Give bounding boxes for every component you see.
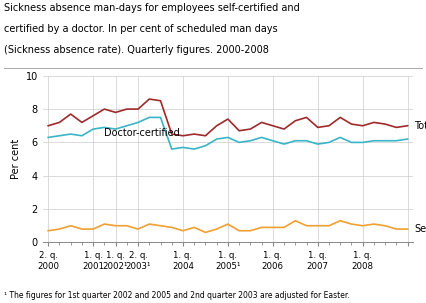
Text: ¹ The figures for 1st quarter 2002 and 2005 and 2nd quarter 2003 are adjusted fo: ¹ The figures for 1st quarter 2002 and 2… — [4, 291, 350, 300]
Y-axis label: Per cent: Per cent — [12, 139, 21, 179]
Text: Doctor-certified: Doctor-certified — [104, 128, 180, 138]
Text: Self-certified: Self-certified — [414, 224, 426, 234]
Text: certified by a doctor. In per cent of scheduled man days: certified by a doctor. In per cent of sc… — [4, 24, 278, 34]
Text: Sickness absence man-days for employees self-certified and: Sickness absence man-days for employees … — [4, 3, 300, 13]
Text: (Sickness absence rate). Quarterly figures. 2000-2008: (Sickness absence rate). Quarterly figur… — [4, 45, 269, 55]
Text: Total: Total — [414, 121, 426, 131]
